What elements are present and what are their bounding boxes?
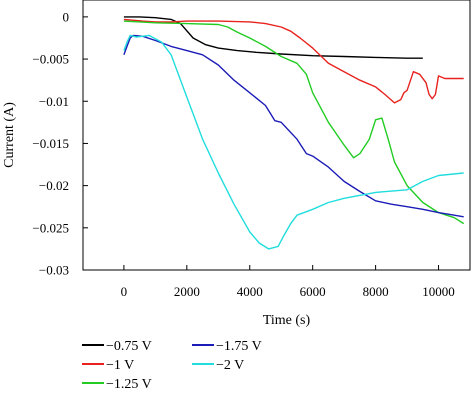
x-tick-label: 10000	[422, 284, 455, 299]
legend-label-1: −1 V	[106, 358, 134, 373]
plot-area: 0 −0.005 −0.01 −0.015 −0.02 −0.025 −0.03 0 2000…	[32, 0, 471, 299]
series-layer	[123, 16, 465, 250]
x-tick-label: 6000	[300, 284, 326, 299]
y-tick-label: 0	[63, 9, 70, 24]
series-line-2	[123, 20, 465, 225]
y-axis-title: Current (A)	[2, 102, 17, 168]
plot-frame	[82, 0, 471, 271]
series-line-1	[123, 18, 464, 104]
legend: −0.75 V −1 V −1.25 V −1.75 V −2 V	[82, 339, 262, 392]
x-axis-title: Time (s)	[263, 313, 311, 328]
x-tick-label: 2000	[174, 284, 200, 299]
series-line-0	[123, 16, 423, 59]
series-line-4	[123, 34, 464, 250]
x-tick-label: 0	[121, 284, 128, 299]
y-tick-label: −0.03	[39, 263, 69, 278]
legend-label-0: −0.75 V	[106, 339, 152, 354]
legend-label-2: −1.25 V	[106, 377, 152, 392]
series-line-3	[123, 34, 464, 218]
y-tick-label: −0.025	[32, 220, 69, 235]
y-tick-label: −0.005	[32, 52, 69, 67]
legend-label-4: −2 V	[216, 358, 244, 373]
y-axis: 0 −0.005 −0.01 −0.015 −0.02 −0.025 −0.03	[32, 9, 88, 278]
x-tick-label: 4000	[237, 284, 263, 299]
legend-label-3: −1.75 V	[216, 339, 262, 354]
x-tick-label: 8000	[363, 284, 389, 299]
y-tick-label: −0.01	[39, 94, 69, 109]
y-tick-label: −0.02	[39, 178, 69, 193]
x-axis: 0 2000 4000 6000 8000 10000	[121, 265, 455, 299]
y-tick-label: −0.015	[32, 136, 69, 151]
